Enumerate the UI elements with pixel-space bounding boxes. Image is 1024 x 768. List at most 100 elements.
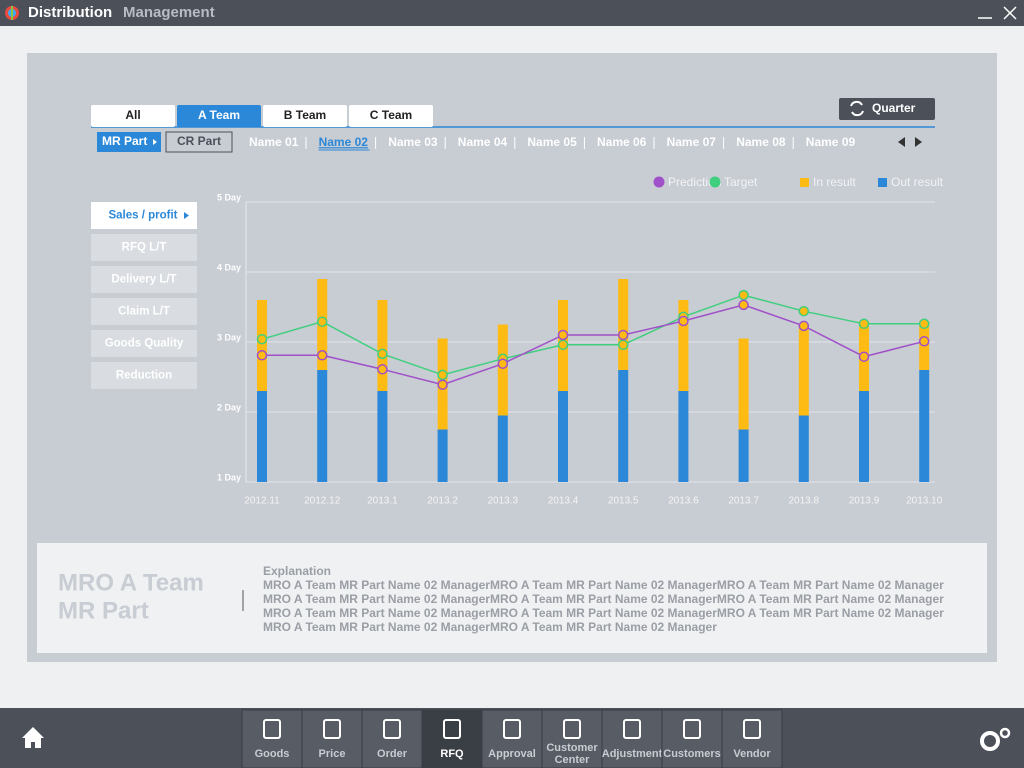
- part-tab-label[interactable]: MR Part: [102, 134, 147, 148]
- x-tick-label: 2013.5: [608, 496, 639, 507]
- explanation-line: MRO A Team MR Part Name 02 ManagerMRO A …: [263, 620, 717, 634]
- nav-label[interactable]: Adjustment: [602, 748, 663, 760]
- team-tab[interactable]: [91, 105, 175, 127]
- name-link[interactable]: Name 07: [667, 135, 717, 149]
- nav-label[interactable]: Approval: [488, 748, 536, 760]
- name-link[interactable]: Name 02: [319, 135, 369, 149]
- team-tab-label[interactable]: A Team: [198, 108, 240, 122]
- side-menu-label[interactable]: Claim L/T: [118, 306, 170, 318]
- part-tab-arrow: [153, 139, 157, 145]
- close-button[interactable]: [1003, 6, 1017, 20]
- line-marker: [316, 350, 328, 361]
- legend-label: In result: [813, 175, 856, 189]
- home-button[interactable]: [22, 727, 44, 748]
- nav-label[interactable]: Order: [377, 748, 408, 760]
- side-menu-item[interactable]: [91, 362, 197, 389]
- line-marker: [798, 305, 810, 317]
- line-marker: [617, 329, 629, 341]
- legend-swatch: [878, 178, 887, 187]
- part-tab[interactable]: [97, 132, 161, 152]
- y-tick-label: 2 Day: [217, 402, 241, 412]
- bar: [798, 324, 809, 416]
- team-tab[interactable]: [177, 105, 261, 127]
- legend-swatch: [709, 176, 721, 188]
- line-marker: [738, 299, 749, 311]
- bar: [437, 429, 448, 482]
- line-marker: [256, 333, 268, 345]
- title-bar: [0, 0, 1024, 26]
- x-tick-label: 2013.1: [367, 496, 398, 507]
- side-menu-label[interactable]: RFQ L/T: [122, 242, 167, 254]
- nav-label[interactable]: Price: [319, 748, 346, 760]
- name-link[interactable]: Name 06: [597, 135, 647, 149]
- x-tick-label: 2012.12: [304, 496, 341, 507]
- bar: [497, 324, 508, 416]
- bar: [257, 391, 267, 482]
- side-menu-label[interactable]: Sales / profit: [108, 210, 177, 222]
- side-menu-item[interactable]: [91, 202, 197, 229]
- legend-swatch: [800, 178, 809, 187]
- arrow-left[interactable]: [898, 137, 905, 147]
- bar: [377, 391, 388, 482]
- name-link[interactable]: Name 03: [388, 135, 438, 149]
- nav-label[interactable]: Vendor: [733, 748, 771, 760]
- team-tab-label[interactable]: All: [125, 108, 140, 122]
- line-marker: [918, 318, 930, 330]
- y-tick-label: 5 Day: [217, 192, 241, 202]
- part-tab-label[interactable]: CR Part: [177, 134, 221, 148]
- bar: [257, 300, 267, 391]
- line-marker: [316, 316, 328, 327]
- name-link[interactable]: Name 05: [527, 135, 577, 149]
- name-link[interactable]: Name 04: [458, 135, 508, 149]
- explanation-box: [37, 543, 987, 653]
- team-tab[interactable]: [263, 105, 347, 127]
- explanation-heading: MRO A Team: [58, 569, 204, 596]
- x-tick-label: 2012.11: [244, 496, 280, 507]
- bar: [738, 429, 749, 482]
- bar: [558, 391, 568, 482]
- side-menu-item[interactable]: [91, 234, 197, 261]
- bar: [497, 415, 508, 482]
- team-tab[interactable]: [349, 105, 433, 127]
- nav-label[interactable]: Customers: [663, 748, 720, 760]
- name-link[interactable]: Name 01: [249, 135, 299, 149]
- bar: [317, 370, 328, 482]
- bar: [377, 300, 388, 391]
- explanation-title: Explanation: [263, 564, 331, 578]
- nav-label[interactable]: RFQ: [440, 748, 464, 760]
- bar: [678, 391, 689, 482]
- period-label[interactable]: Quarter: [872, 101, 916, 115]
- side-menu-label[interactable]: Goods Quality: [105, 338, 184, 350]
- side-menu-label[interactable]: Delivery L/T: [111, 274, 176, 286]
- arrow-right[interactable]: [915, 137, 922, 147]
- y-tick-label: 3 Day: [217, 332, 241, 342]
- line-marker: [798, 320, 810, 332]
- line-marker: [377, 364, 388, 375]
- line-marker: [497, 358, 509, 369]
- settings-button[interactable]: [980, 727, 1011, 751]
- x-tick-label: 2013.7: [728, 496, 759, 507]
- side-menu-label[interactable]: Reduction: [116, 370, 172, 382]
- app-subtitle: Management: [123, 4, 215, 21]
- period-button[interactable]: Quarter: [839, 98, 935, 120]
- explanation-line: MRO A Team MR Part Name 02 ManagerMRO A …: [263, 606, 944, 620]
- part-tab[interactable]: [165, 131, 233, 153]
- x-tick-label: 2013.10: [906, 496, 943, 507]
- nav-label[interactable]: Center: [555, 754, 591, 766]
- team-tab-label[interactable]: C Team: [370, 108, 412, 122]
- team-tab-label[interactable]: B Team: [284, 108, 326, 122]
- nav-label[interactable]: Customer: [546, 742, 598, 754]
- side-menu-item[interactable]: [91, 298, 197, 325]
- line-marker: [617, 339, 629, 351]
- line: [261, 294, 925, 376]
- side-menu-item[interactable]: [91, 266, 197, 293]
- side-menu-item[interactable]: [91, 330, 197, 357]
- name-link[interactable]: Name 09: [806, 135, 856, 149]
- y-tick-label: 4 Day: [217, 262, 241, 272]
- app-title: Distribution: [28, 4, 112, 21]
- name-link[interactable]: Name 08: [736, 135, 786, 149]
- nav-icon: [743, 719, 761, 739]
- nav-icon: [623, 719, 641, 739]
- nav-label[interactable]: Goods: [255, 748, 290, 760]
